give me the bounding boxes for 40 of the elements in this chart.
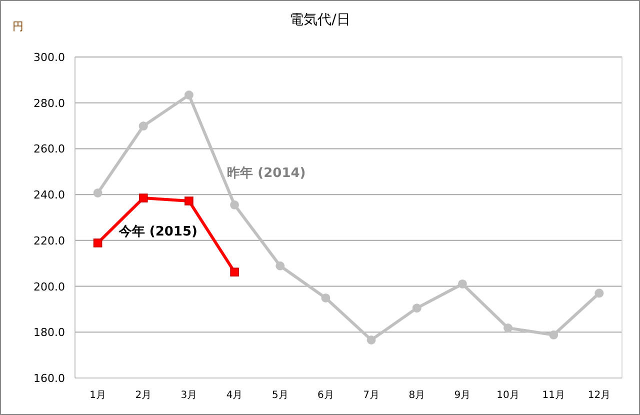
- series-label: 昨年 (2014): [227, 166, 306, 181]
- y-tick-label: 240.0: [34, 188, 65, 202]
- point: [458, 279, 467, 288]
- x-tick-label: 11月: [542, 390, 565, 401]
- y-tick-label: 260.0: [34, 142, 65, 156]
- x-tick-label: 8月: [408, 390, 426, 401]
- chart-title: 電気代/日: [290, 12, 350, 28]
- point: [184, 196, 194, 206]
- x-tick-label: 3月: [180, 390, 198, 401]
- y-tick-label: 300.0: [34, 51, 65, 64]
- point: [230, 200, 240, 210]
- y-tick-label: 160.0: [34, 372, 65, 385]
- point: [184, 90, 194, 100]
- x-tick-label: 2月: [135, 390, 152, 401]
- point: [504, 324, 513, 333]
- x-tick-label: 7月: [363, 390, 380, 401]
- point: [366, 335, 376, 344]
- point: [138, 194, 148, 202]
- point: [230, 268, 239, 276]
- point: [93, 188, 102, 198]
- x-tick-label: 6月: [318, 390, 334, 401]
- y-tick-label: 180.0: [34, 326, 65, 340]
- x-tick-label: 12月: [588, 390, 611, 401]
- series-label: 今年 (2015): [118, 224, 198, 240]
- y-axis-title: 円: [12, 20, 24, 33]
- y-tick-label: 220.0: [34, 234, 65, 248]
- point: [321, 293, 330, 302]
- y-tick-label: 200.0: [34, 280, 65, 294]
- point: [93, 238, 102, 248]
- x-tick-label: 4月: [226, 390, 243, 401]
- point: [276, 261, 285, 270]
- x-tick-label: 9月: [454, 390, 471, 401]
- x-tick-label: 1月: [90, 390, 106, 401]
- x-tick-label: 10月: [496, 390, 520, 401]
- point: [138, 122, 148, 131]
- x-tick-label: 5月: [272, 390, 288, 401]
- point: [412, 304, 422, 313]
- y-tick-label: 280.0: [34, 96, 65, 110]
- point: [594, 288, 604, 298]
- point: [549, 330, 558, 340]
